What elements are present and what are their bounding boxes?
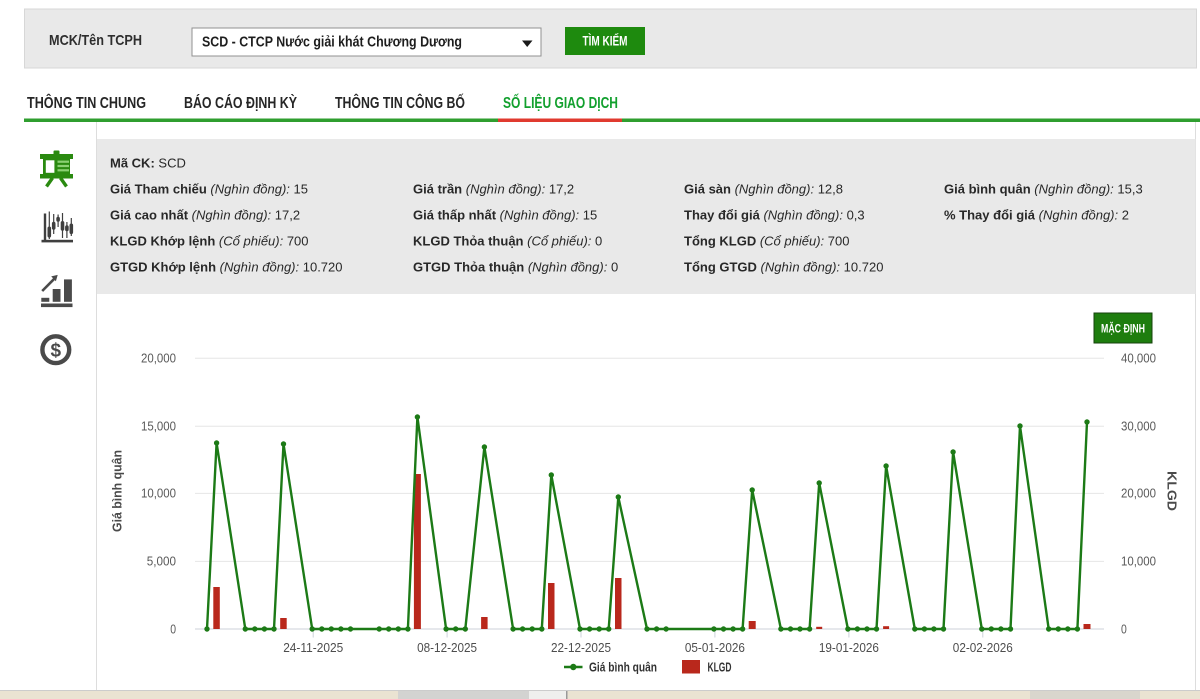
svg-text:$: $ — [51, 340, 62, 361]
svg-text:GTGD Thỏa thuận (Nghìn đồng):: GTGD Thỏa thuận (Nghìn đồng): 0 — [413, 260, 618, 275]
svg-text:SCD - CTCP Nước giải khát Chươ: SCD - CTCP Nước giải khát Chương Dương — [202, 35, 462, 51]
svg-text:Thay đổi giá (Nghìn đồng): 0,3: Thay đổi giá (Nghìn đồng): 0,3 — [684, 208, 865, 223]
svg-text:THÔNG TIN CÔNG BỐ: THÔNG TIN CÔNG BỐ — [335, 92, 465, 112]
svg-text:10,000: 10,000 — [1121, 555, 1156, 569]
svg-text:TÌM KIẾM: TÌM KIẾM — [583, 34, 628, 49]
svg-text:05-01-2026: 05-01-2026 — [685, 641, 745, 655]
svg-text:0: 0 — [1121, 622, 1127, 636]
svg-text:30,000: 30,000 — [1121, 420, 1156, 434]
svg-text:KLGD Thỏa thuận (Cổ phiếu): 0: KLGD Thỏa thuận (Cổ phiếu): 0 — [413, 234, 602, 249]
svg-text:02-02-2026: 02-02-2026 — [953, 641, 1013, 655]
svg-text:SỐ LIỆU GIAO DỊCH: SỐ LIỆU GIAO DỊCH — [503, 92, 618, 112]
svg-text:Tổng GTGD (Nghìn đồng): 10.720: Tổng GTGD (Nghìn đồng): 10.720 — [684, 260, 883, 275]
svg-text:40,000: 40,000 — [1121, 352, 1156, 366]
svg-text:KLGD: KLGD — [1165, 471, 1180, 511]
svg-text:5,000: 5,000 — [147, 555, 176, 569]
svg-text:20,000: 20,000 — [141, 352, 176, 366]
svg-text:MẶC ĐỊNH: MẶC ĐỊNH — [1101, 321, 1145, 336]
svg-text:% Thay đổi giá (Nghìn đồng): 2: % Thay đổi giá (Nghìn đồng): 2 — [944, 208, 1129, 223]
svg-text:MCK/Tên TCPH: MCK/Tên TCPH — [49, 32, 142, 49]
svg-text:KLGD: KLGD — [708, 660, 732, 675]
svg-text:Tổng KLGD (Cổ phiếu): 700: Tổng KLGD (Cổ phiếu): 700 — [684, 234, 849, 249]
svg-text:Giá trần (Nghìn đồng): 17,2: Giá trần (Nghìn đồng): 17,2 — [413, 182, 574, 197]
svg-text:08-12-2025: 08-12-2025 — [417, 641, 477, 655]
svg-text:22-12-2025: 22-12-2025 — [551, 641, 611, 655]
svg-text:19-01-2026: 19-01-2026 — [819, 641, 879, 655]
svg-text:15,000: 15,000 — [141, 420, 176, 434]
svg-text:Giá Tham chiếu (Nghìn đồng): 1: Giá Tham chiếu (Nghìn đồng): 15 — [110, 182, 308, 197]
svg-text:24-11-2025: 24-11-2025 — [283, 641, 343, 655]
svg-text:BÁO CÁO ĐỊNH KỲ: BÁO CÁO ĐỊNH KỲ — [184, 93, 297, 112]
svg-text:Giá bình quân (Nghìn đồng): 15: Giá bình quân (Nghìn đồng): 15,3 — [944, 182, 1143, 197]
svg-text:GTGD Khớp lệnh (Nghìn đồng): 1: GTGD Khớp lệnh (Nghìn đồng): 10.720 — [110, 260, 343, 275]
svg-text:Giá sàn (Nghìn đồng): 12,8: Giá sàn (Nghìn đồng): 12,8 — [684, 182, 843, 197]
svg-text:Mã CK: SCD: Mã CK: SCD — [110, 156, 186, 171]
svg-text:Giá bình quân: Giá bình quân — [589, 660, 657, 675]
svg-text:THÔNG TIN CHUNG: THÔNG TIN CHUNG — [27, 93, 146, 112]
svg-text:KLGD Khớp lệnh (Cổ phiếu): 700: KLGD Khớp lệnh (Cổ phiếu): 700 — [110, 234, 309, 249]
svg-text:Giá cao nhất (Nghìn đồng): 17,: Giá cao nhất (Nghìn đồng): 17,2 — [110, 208, 300, 223]
svg-text:10,000: 10,000 — [141, 487, 176, 501]
svg-text:0: 0 — [170, 622, 176, 636]
svg-text:Giá bình quân: Giá bình quân — [110, 450, 125, 532]
svg-text:20,000: 20,000 — [1121, 487, 1156, 501]
svg-text:Giá thấp nhất (Nghìn đồng): 15: Giá thấp nhất (Nghìn đồng): 15 — [413, 208, 597, 223]
